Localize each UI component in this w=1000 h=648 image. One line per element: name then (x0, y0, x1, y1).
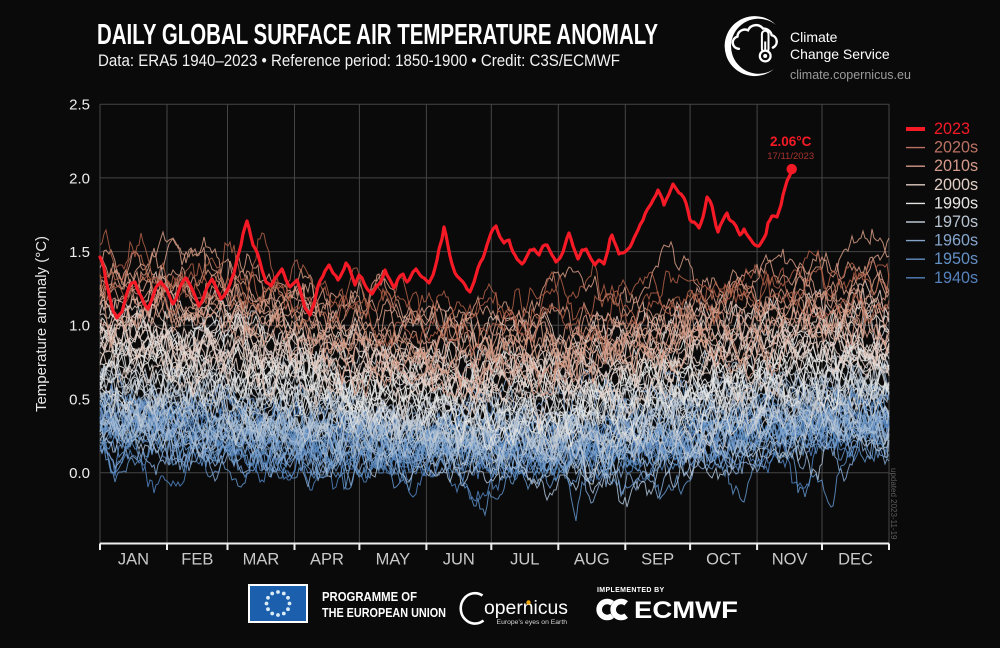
svg-text:1.5: 1.5 (69, 244, 90, 261)
svg-text:APR: APR (310, 551, 344, 569)
svg-text:2.06°C: 2.06°C (770, 134, 812, 149)
svg-text:2023: 2023 (934, 120, 970, 138)
svg-text:Climate: Climate (790, 29, 838, 45)
svg-text:OCT: OCT (706, 551, 741, 569)
svg-text:JUL: JUL (510, 551, 539, 569)
svg-text:THE EUROPEAN UNION: THE EUROPEAN UNION (322, 606, 446, 620)
svg-text:ECMWF: ECMWF (634, 597, 738, 624)
svg-text:2000s: 2000s (934, 176, 978, 194)
svg-text:climate.copernicus.eu: climate.copernicus.eu (790, 68, 911, 82)
svg-text:2010s: 2010s (934, 157, 978, 175)
svg-text:1970s: 1970s (934, 213, 978, 231)
svg-text:NOV: NOV (772, 551, 808, 569)
svg-text:0.0: 0.0 (69, 465, 90, 482)
svg-text:1940s: 1940s (934, 269, 978, 287)
svg-text:Data: ERA5 1940–2023 • Referen: Data: ERA5 1940–2023 • Reference period:… (98, 51, 620, 70)
svg-text:JUN: JUN (443, 551, 475, 569)
svg-text:opernicus: opernicus (484, 598, 568, 619)
svg-text:0.5: 0.5 (69, 391, 90, 408)
svg-text:1960s: 1960s (934, 232, 978, 250)
svg-text:AUG: AUG (574, 551, 610, 569)
svg-text:1990s: 1990s (934, 194, 978, 212)
svg-text:DEC: DEC (838, 551, 873, 569)
svg-text:2.5: 2.5 (69, 97, 90, 114)
svg-text:SEP: SEP (641, 551, 674, 569)
svg-text:Change Service: Change Service (790, 46, 890, 62)
svg-text:1.0: 1.0 (69, 318, 90, 335)
svg-text:Europe's eyes on Earth: Europe's eyes on Earth (497, 619, 568, 626)
svg-text:JAN: JAN (118, 551, 149, 569)
svg-text:FEB: FEB (181, 551, 213, 569)
svg-text:updated 2023-11-19: updated 2023-11-19 (889, 468, 898, 540)
svg-text:2020s: 2020s (934, 139, 978, 157)
svg-text:DAILY GLOBAL SURFACE AIR TEMPE: DAILY GLOBAL SURFACE AIR TEMPERATURE ANO… (97, 19, 658, 51)
svg-text:2.0: 2.0 (69, 170, 90, 187)
svg-text:IMPLEMENTED BY: IMPLEMENTED BY (597, 587, 665, 594)
svg-text:MAY: MAY (376, 551, 411, 569)
svg-text:MAR: MAR (243, 551, 280, 569)
svg-text:PROGRAMME OF: PROGRAMME OF (322, 590, 417, 604)
svg-text:17/11/2023: 17/11/2023 (767, 151, 814, 162)
svg-text:1950s: 1950s (934, 250, 978, 268)
svg-text:Temperature anomaly (°C): Temperature anomaly (°C) (33, 236, 50, 412)
